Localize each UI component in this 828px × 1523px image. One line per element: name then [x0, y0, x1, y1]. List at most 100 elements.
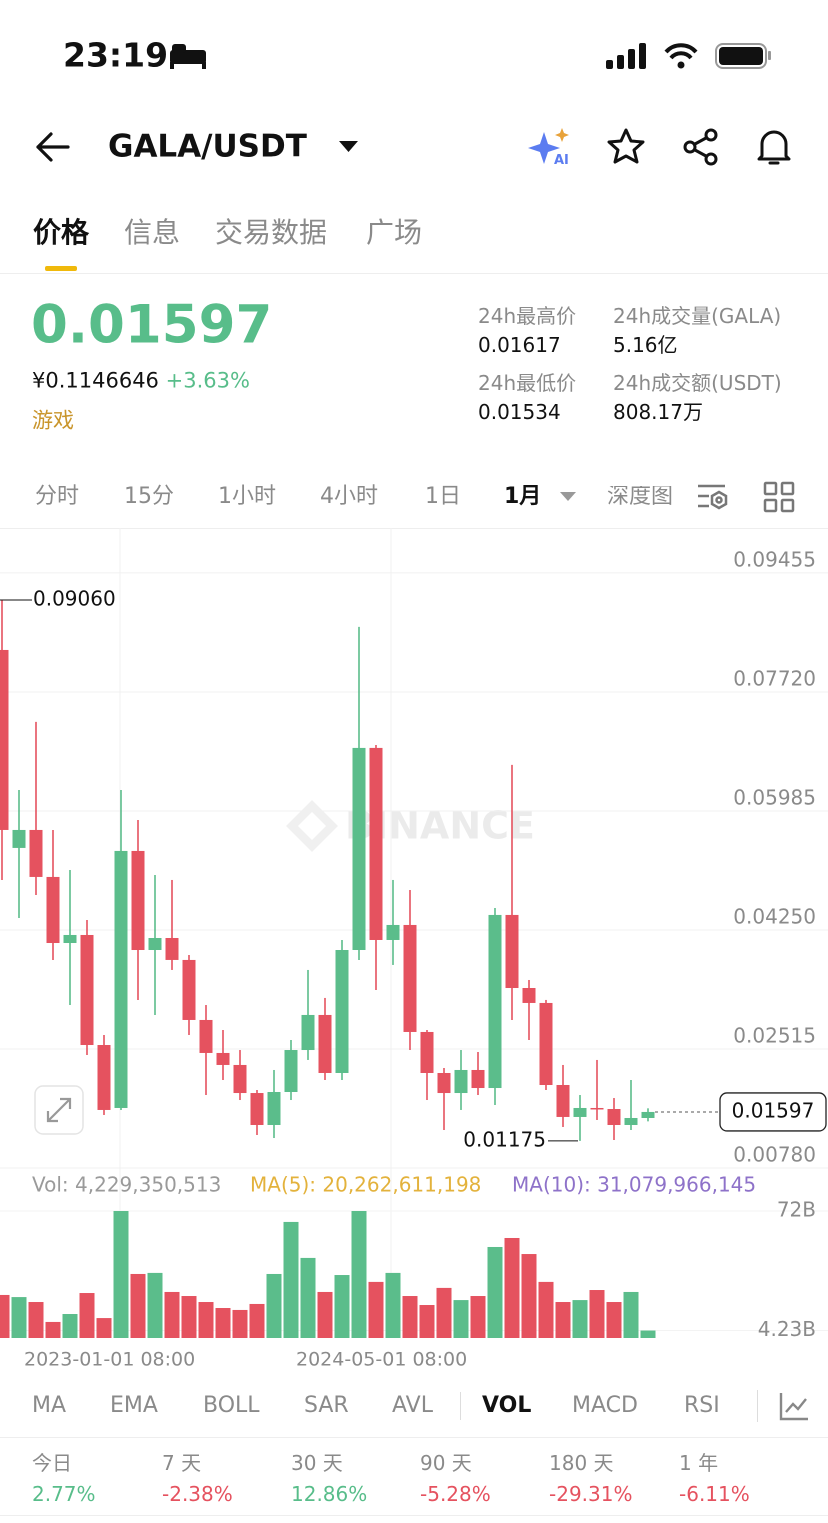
candle-body: [573, 1107, 587, 1117]
period-label: 7 天: [162, 1451, 202, 1475]
candle-body: [46, 876, 60, 944]
period-label: 90 天: [420, 1451, 472, 1475]
candle-body: [12, 829, 26, 848]
candle-body: [488, 914, 502, 1089]
candle-body: [165, 937, 179, 960]
pair-title[interactable]: GALA/USDT: [108, 128, 307, 165]
tab[interactable]: 信息: [124, 216, 181, 249]
stat-label: 24h成交额(USDT): [613, 371, 782, 395]
pair-dropdown[interactable]: [338, 139, 360, 155]
y-tick-label: 0.02515: [733, 1023, 816, 1047]
tab-indicator: [45, 266, 77, 271]
volume-bar: [334, 1275, 350, 1338]
volume-bar: [266, 1273, 282, 1338]
y-tick-label: 0.09455: [733, 547, 816, 571]
chart-settings[interactable]: [695, 480, 731, 514]
interval-tab[interactable]: 1日: [425, 484, 461, 509]
volume-bar: [130, 1273, 146, 1338]
period-change: 2.77%: [32, 1482, 96, 1506]
volume-bar: [164, 1291, 180, 1338]
interval-dropdown[interactable]: [559, 491, 577, 503]
period-change: 12.86%: [291, 1482, 368, 1506]
cny-price: ¥0.1146646 +3.63%: [32, 370, 250, 392]
status-time: 23:19: [63, 35, 169, 75]
volume-bar: [640, 1330, 656, 1338]
back-button[interactable]: [34, 130, 72, 164]
candle-body: [216, 1052, 230, 1065]
alert-button[interactable]: [754, 126, 794, 168]
divider: [0, 1515, 828, 1516]
candle-body: [386, 924, 400, 940]
indicator-tab[interactable]: MA: [32, 1393, 67, 1418]
interval-tab[interactable]: 1月: [504, 484, 542, 509]
layout-button[interactable]: [763, 481, 795, 513]
min-label: 0.01175: [463, 1127, 546, 1151]
candle-body: [505, 914, 519, 989]
volume-bar: [453, 1300, 469, 1338]
period-change: -2.38%: [162, 1482, 233, 1506]
stat-value: 5.16亿: [613, 333, 678, 357]
interval-tab[interactable]: 4小时: [320, 484, 378, 509]
indicator-tab[interactable]: AVL: [392, 1393, 433, 1418]
share-button[interactable]: [681, 127, 721, 167]
interval-tab[interactable]: 15分: [124, 484, 174, 509]
indicator-tab[interactable]: SAR: [304, 1393, 349, 1418]
divider: [0, 528, 828, 529]
candle-body: [420, 1031, 434, 1073]
volume-bar: [606, 1302, 622, 1338]
candle-body: [454, 1069, 468, 1094]
watermark-logo: [286, 800, 338, 852]
indicator-settings[interactable]: [778, 1390, 810, 1422]
volume-bar: [181, 1296, 197, 1338]
candle-body: [267, 1091, 281, 1125]
period-label: 今日: [32, 1451, 72, 1475]
favorite-button[interactable]: [606, 127, 646, 167]
candle-body: [284, 1050, 298, 1092]
ai-button[interactable]: AI: [528, 126, 574, 168]
volume-bar: [589, 1290, 605, 1338]
fullscreen-button[interactable]: [34, 1085, 84, 1135]
tab[interactable]: 交易数据: [215, 216, 328, 249]
candle-body: [641, 1111, 655, 1118]
candle-body: [301, 1014, 315, 1051]
indicator-tab[interactable]: MACD: [572, 1393, 638, 1418]
volume-bar: [317, 1291, 333, 1338]
period-label: 30 天: [291, 1451, 343, 1475]
period-change: -29.31%: [549, 1482, 633, 1506]
volume-bar: [538, 1281, 554, 1338]
volume-bar: [504, 1237, 520, 1338]
divider: [0, 273, 828, 274]
interval-tab[interactable]: 1小时: [218, 484, 276, 509]
candle-body: [352, 747, 366, 951]
interval-tab[interactable]: 分时: [35, 484, 80, 509]
svg-text:AI: AI: [554, 153, 569, 168]
indicator-tab[interactable]: VOL: [482, 1393, 532, 1418]
y-tick-label: 0.07720: [733, 666, 816, 690]
category-tag[interactable]: 游戏: [32, 408, 74, 433]
candle-body: [97, 1045, 111, 1110]
indicator-tab[interactable]: RSI: [684, 1393, 720, 1418]
volume-bar: [232, 1309, 248, 1338]
stat-label: 24h成交量(GALA): [613, 304, 782, 328]
indicator-tab[interactable]: EMA: [110, 1393, 158, 1418]
interval-tab[interactable]: 深度图: [607, 486, 673, 508]
candle-body: [403, 924, 417, 1032]
volume-bar: [28, 1302, 44, 1338]
candle-body: [148, 937, 162, 951]
last-price: 0.01597: [31, 294, 273, 356]
candle-body: [233, 1064, 247, 1094]
tab[interactable]: 价格: [33, 216, 90, 249]
volume-bar: [623, 1291, 639, 1338]
volume-bar: [402, 1296, 418, 1338]
volume-bar: [113, 1211, 129, 1338]
volume-bar: [572, 1300, 588, 1338]
divider: [0, 1437, 828, 1438]
volume-bar: [555, 1302, 571, 1338]
candle-body: [182, 959, 196, 1020]
last-price-label: 0.01597: [732, 1098, 815, 1122]
tab[interactable]: 广场: [366, 216, 423, 249]
candle-body: [29, 829, 43, 877]
indicator-tab[interactable]: BOLL: [203, 1393, 260, 1418]
y-tick-label: 0.04250: [733, 904, 816, 928]
